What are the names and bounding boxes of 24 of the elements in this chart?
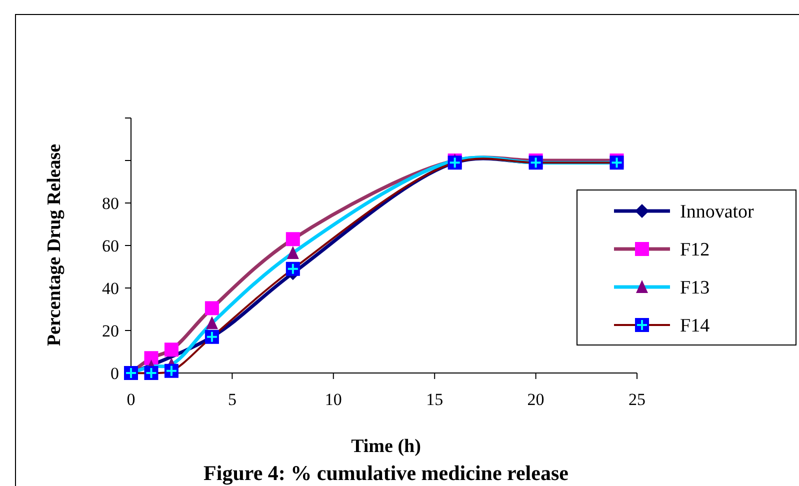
y-tick-label: 0	[110, 364, 119, 383]
legend-label: Innovator	[680, 202, 755, 223]
x-tick-label: 10	[324, 390, 342, 409]
y-tick-label: 80	[102, 194, 119, 213]
point	[286, 232, 300, 246]
point	[144, 351, 158, 366]
x-tick-label: 20	[527, 390, 544, 409]
y-tick-label: 60	[102, 236, 119, 256]
x-axis-title: Time (h)	[351, 436, 421, 457]
y-tick-label: 40	[102, 278, 119, 298]
legend-label: F13	[680, 278, 710, 299]
x-tick-label: 15	[426, 390, 444, 409]
x-tick-label: 25	[628, 390, 646, 409]
legend-label: F12	[680, 240, 710, 261]
text: Figure 4: % cumulative medicine release	[204, 461, 568, 485]
legend-label: F14	[680, 316, 710, 337]
x-tick-label: 5	[228, 390, 236, 409]
point	[164, 342, 178, 357]
point	[286, 246, 299, 259]
point	[204, 301, 219, 316]
point	[206, 316, 218, 330]
y-axis-title: Percentage Drug Release	[44, 144, 65, 346]
x-tick-label: 0	[126, 390, 136, 409]
y-tick-label: 20	[102, 321, 119, 340]
